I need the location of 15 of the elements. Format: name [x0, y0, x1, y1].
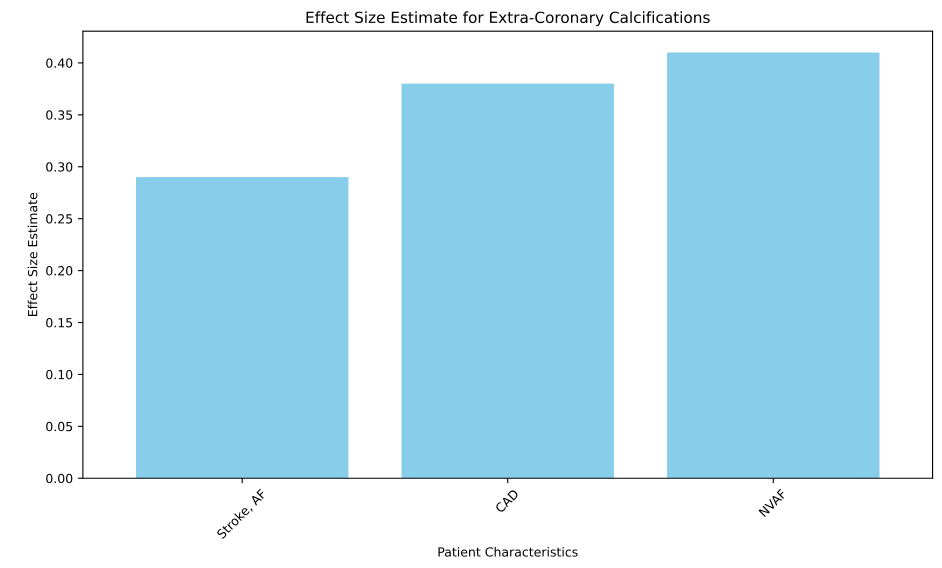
y-tick-label: 0.30: [46, 162, 72, 172]
y-axis-title: Effect Size Estimate: [28, 192, 38, 316]
y-tick-label: 0.15: [46, 318, 72, 328]
y-tick-label: 0.35: [46, 110, 72, 120]
bar: [136, 177, 348, 478]
bar: [667, 52, 880, 478]
y-tick-label: 0.25: [46, 214, 72, 224]
y-tick-label: 0.40: [46, 58, 72, 68]
bar: [402, 84, 614, 478]
chart-title: Effect Size Estimate for Extra-Coronary Calcifications: [306, 11, 710, 26]
y-tick-label: 0.10: [46, 370, 72, 380]
x-axis-title: Patient Characteristics: [438, 546, 578, 557]
y-tick-label: 0.00: [46, 474, 72, 484]
y-tick-label: 0.20: [46, 266, 72, 276]
y-tick-label: 0.05: [46, 422, 72, 432]
